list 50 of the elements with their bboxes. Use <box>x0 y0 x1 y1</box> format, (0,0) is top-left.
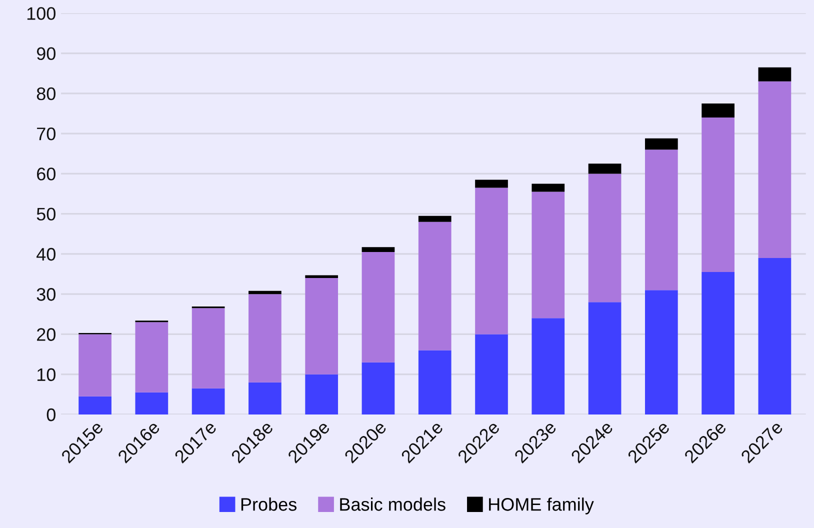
bar <box>78 396 112 414</box>
bar <box>645 150 678 290</box>
bar <box>305 374 338 414</box>
bar <box>758 81 792 258</box>
bar <box>645 290 678 414</box>
bar <box>362 362 395 414</box>
bar <box>702 118 734 272</box>
y-tick-label: 100 <box>27 7 56 20</box>
bar <box>418 222 452 350</box>
y-tick-label: 80 <box>36 87 56 100</box>
bar <box>362 252 395 362</box>
bar <box>702 272 734 414</box>
bar <box>305 275 338 278</box>
bar <box>532 318 565 414</box>
bar <box>135 392 168 414</box>
bar <box>588 164 622 174</box>
legend-label: Basic models <box>340 498 446 511</box>
bar <box>475 334 508 414</box>
y-tick-label: 10 <box>37 368 56 382</box>
y-tick-label: 30 <box>36 288 56 301</box>
bar <box>248 382 282 414</box>
y-tick-label: 50 <box>36 208 56 221</box>
bar <box>475 188 508 334</box>
bar <box>418 350 452 414</box>
legend-label: HOME family <box>489 498 594 514</box>
bar <box>588 302 622 414</box>
y-tick-label: 20 <box>37 328 56 341</box>
y-tick-label: 90 <box>36 47 56 60</box>
bar <box>418 216 452 222</box>
y-tick-label: 0 <box>46 408 56 422</box>
y-tick-label: 70 <box>37 128 56 140</box>
bar <box>475 180 508 188</box>
bar <box>192 308 225 388</box>
bar <box>702 103 734 118</box>
bar <box>248 294 282 382</box>
bar <box>78 334 112 396</box>
bar <box>758 67 792 82</box>
bar <box>248 290 282 294</box>
bar <box>758 258 792 414</box>
bar <box>362 247 395 252</box>
bar <box>532 184 565 192</box>
legend-label: Probes <box>241 498 297 511</box>
bar <box>532 192 565 318</box>
y-tick-label: 60 <box>37 168 56 180</box>
bar <box>305 278 338 374</box>
bar <box>192 388 225 414</box>
bar <box>645 138 678 150</box>
bar <box>588 174 622 302</box>
y-tick-label: 40 <box>36 248 56 261</box>
bar <box>135 322 168 392</box>
